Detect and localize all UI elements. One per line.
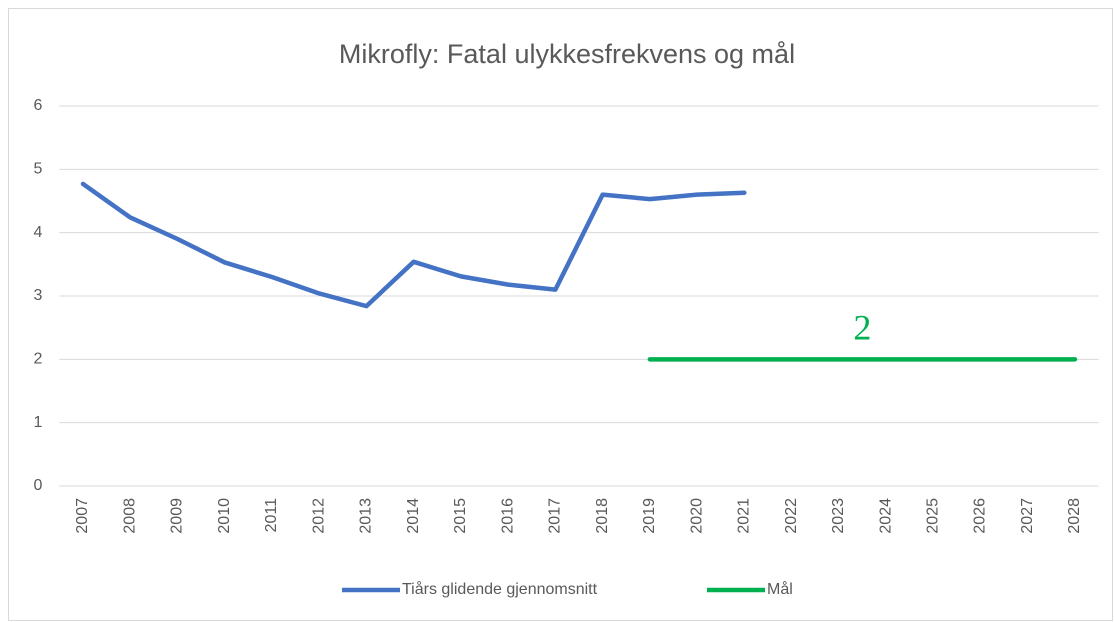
- x-tick-label: 2025: [924, 498, 941, 534]
- x-tick-label: 2016: [499, 498, 516, 534]
- x-tick-label: 2028: [1066, 498, 1083, 534]
- x-tick-label: 2021: [736, 498, 753, 534]
- x-tick-label: 2018: [594, 498, 611, 534]
- x-tick-label: 2024: [877, 498, 894, 534]
- y-tick-label: 6: [34, 97, 43, 114]
- x-tick-label: 2013: [358, 498, 375, 534]
- legend-label: Mål: [767, 580, 793, 598]
- x-tick-label: 2014: [405, 498, 422, 534]
- chart-border: [8, 8, 1113, 621]
- x-tick-label: 2012: [310, 498, 327, 534]
- x-tick-label: 2026: [972, 498, 989, 534]
- x-tick-label: 2020: [688, 498, 705, 534]
- y-tick-label: 1: [34, 414, 43, 431]
- x-tick-label: 2017: [547, 498, 564, 534]
- y-tick-label: 5: [34, 161, 43, 178]
- y-tick-label: 4: [34, 224, 43, 241]
- legend-label: Tiårs glidende gjennomsnitt: [402, 580, 598, 598]
- x-tick-label: 2022: [783, 498, 800, 534]
- y-tick-label: 3: [34, 287, 43, 304]
- x-tick-label: 2019: [641, 498, 658, 534]
- y-tick-label: 0: [34, 477, 43, 494]
- x-tick-label: 2011: [263, 498, 280, 533]
- x-tick-label: 2015: [452, 498, 469, 534]
- x-tick-label: 2007: [74, 498, 91, 534]
- x-tick-label: 2010: [216, 498, 233, 534]
- annotation: 2: [853, 308, 871, 348]
- y-tick-label: 2: [34, 351, 43, 368]
- x-tick-label: 2027: [1019, 498, 1036, 534]
- x-tick-label: 2008: [121, 498, 138, 534]
- x-tick-label: 2023: [830, 498, 847, 534]
- chart-title: Mikrofly: Fatal ulykkesfrekvens og mål: [339, 39, 795, 69]
- series-line: [80, 181, 747, 309]
- x-tick-label: 2009: [169, 498, 186, 534]
